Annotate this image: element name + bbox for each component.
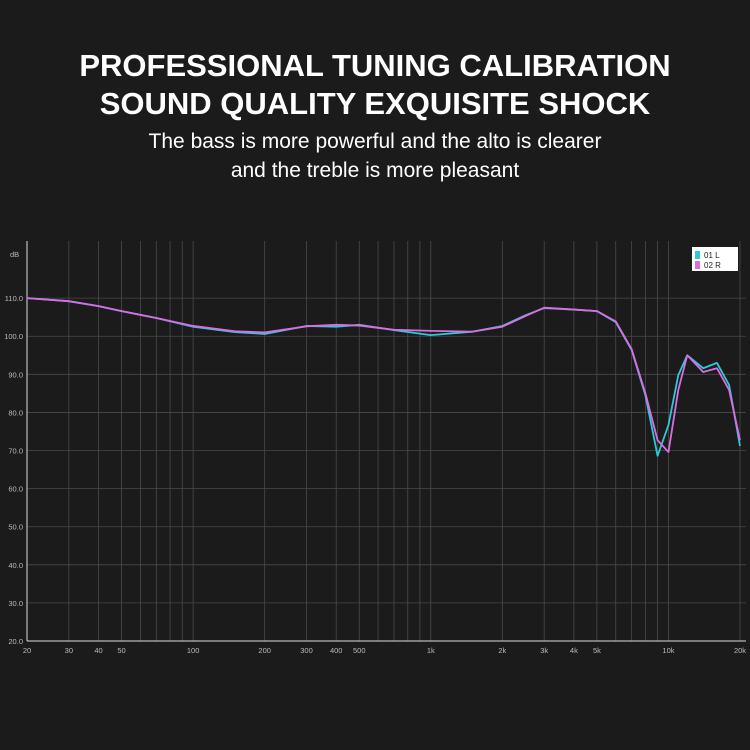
- x-tick-label: 100: [187, 646, 200, 655]
- x-tick-label: 300: [300, 646, 313, 655]
- x-tick-label: 30: [65, 646, 73, 655]
- y-tick-label: 100.0: [4, 332, 23, 341]
- x-tick-label: 3k: [540, 646, 548, 655]
- y-axis-label: dB: [10, 250, 19, 259]
- y-tick-label: 30.0: [8, 599, 23, 608]
- x-tick-label: 20: [23, 646, 31, 655]
- subtitle-line: and the treble is more pleasant: [231, 159, 520, 182]
- series-line: [26, 297, 741, 457]
- y-tick-label: 110.0: [5, 294, 23, 303]
- x-tick-label: 2k: [498, 646, 506, 655]
- legend-swatch: [695, 251, 700, 259]
- title-line: PROFESSIONAL TUNING CALIBRATION: [79, 48, 670, 83]
- x-tick-label: 1k: [427, 646, 435, 655]
- x-tick-label: 20k: [734, 646, 746, 655]
- y-tick-label: 90.0: [8, 370, 23, 379]
- y-tick-label: 70.0: [8, 447, 23, 456]
- y-tick-label: 60.0: [8, 485, 23, 494]
- x-tick-label: 4k: [570, 646, 578, 655]
- y-tick-label: 40.0: [8, 561, 23, 570]
- y-tick-label: 50.0: [8, 523, 23, 532]
- x-tick-label: 10k: [662, 646, 674, 655]
- legend-swatch: [695, 261, 700, 269]
- series-line: [26, 297, 741, 453]
- y-tick-label: 20.0: [8, 637, 23, 646]
- x-tick-label: 5k: [593, 646, 601, 655]
- legend-label: 02 R: [704, 261, 721, 270]
- y-tick-label: 80.0: [8, 408, 23, 417]
- x-tick-label: 500: [353, 646, 366, 655]
- x-tick-label: 50: [117, 646, 125, 655]
- x-tick-label: 40: [94, 646, 102, 655]
- x-tick-label: 200: [258, 646, 271, 655]
- x-tick-label: 400: [330, 646, 343, 655]
- subtitle-line: The bass is more powerful and the alto i…: [149, 130, 602, 153]
- title-line: SOUND QUALITY EXQUISITE SHOCK: [100, 86, 651, 121]
- legend-label: 01 L: [704, 251, 720, 260]
